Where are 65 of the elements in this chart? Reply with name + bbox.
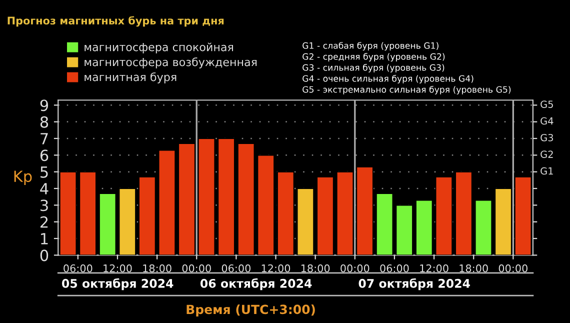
x-tick-label: 06:00	[380, 264, 409, 272]
y-tick-label: 2	[40, 216, 48, 228]
y-tick-label: 4	[40, 183, 48, 194]
bar	[316, 176, 334, 256]
bar	[218, 138, 236, 256]
y-tick-label: 8	[40, 116, 48, 128]
x-tick-label: 00:00	[182, 264, 211, 272]
text: G5	[540, 100, 553, 108]
x-tick-label: 06:00	[222, 264, 251, 272]
x-tick-label: 12:00	[262, 264, 290, 272]
text: G3	[540, 134, 554, 142]
text: 05 октября 2024	[62, 278, 174, 290]
bar	[59, 171, 77, 256]
x-tick-label: 18:00	[460, 264, 488, 272]
bar	[79, 171, 97, 256]
bar	[98, 192, 116, 256]
text: 06 октября 2024	[200, 278, 312, 290]
x-tick-label: 00:00	[340, 264, 370, 272]
text: G3 - сильная буря (уровень G3)	[302, 64, 444, 72]
text: G4	[540, 117, 554, 125]
chart-title: Прогноз магнитных бурь на три дня	[8, 16, 224, 27]
text: G2 - средняя буря (уровень G2)	[302, 52, 445, 62]
x-tick-label: 06:00	[64, 264, 92, 272]
bar	[415, 200, 433, 256]
y-tick-label: 6	[40, 150, 48, 162]
text: G4 - очень сильная буря (уровень G4)	[302, 74, 474, 84]
y-tick-label: 0	[40, 250, 48, 262]
bar	[376, 192, 394, 256]
legend-label: магнитная буря	[84, 72, 176, 84]
x-tick-label: 00:00	[498, 264, 528, 272]
x-tick-label: 12:00	[420, 264, 448, 272]
bar	[178, 142, 196, 256]
text: G1 - слабая буря (уровень G1)	[302, 42, 438, 50]
bar	[276, 171, 294, 256]
bar	[118, 188, 136, 256]
x-tick-label: 12:00	[104, 264, 132, 272]
legend-label: магнитосфера возбужденная	[84, 57, 257, 68]
text: G1	[540, 167, 553, 175]
y-tick-label: 1	[41, 233, 48, 244]
text: G2	[540, 150, 553, 158]
y-axis-title: Kp	[14, 170, 32, 186]
legend-label: магнитосфера спокойная	[84, 42, 234, 54]
y-tick-label: 9	[40, 100, 48, 112]
bar	[336, 171, 354, 256]
bar	[435, 176, 453, 256]
bar	[494, 188, 512, 256]
y-tick-label: 5	[40, 166, 48, 178]
bar	[454, 171, 473, 256]
bar	[514, 176, 532, 256]
text: 07 октября 2024	[358, 278, 470, 290]
y-tick-label: 3	[40, 200, 48, 212]
bar	[237, 142, 255, 256]
bar	[396, 204, 414, 256]
bar	[356, 166, 374, 256]
bar	[296, 188, 314, 256]
bar	[198, 138, 216, 256]
x-axis-title: Время (UTC+3:00)	[186, 304, 315, 317]
bar	[138, 176, 156, 256]
bar	[474, 200, 492, 256]
bar	[158, 150, 176, 256]
x-tick-label: 18:00	[143, 264, 172, 272]
bar	[257, 154, 275, 256]
x-tick-label: 18:00	[301, 264, 330, 272]
text: G5 - экстремально сильная буря (уровень G5)	[302, 86, 511, 94]
y-tick-label: 7	[40, 133, 48, 144]
